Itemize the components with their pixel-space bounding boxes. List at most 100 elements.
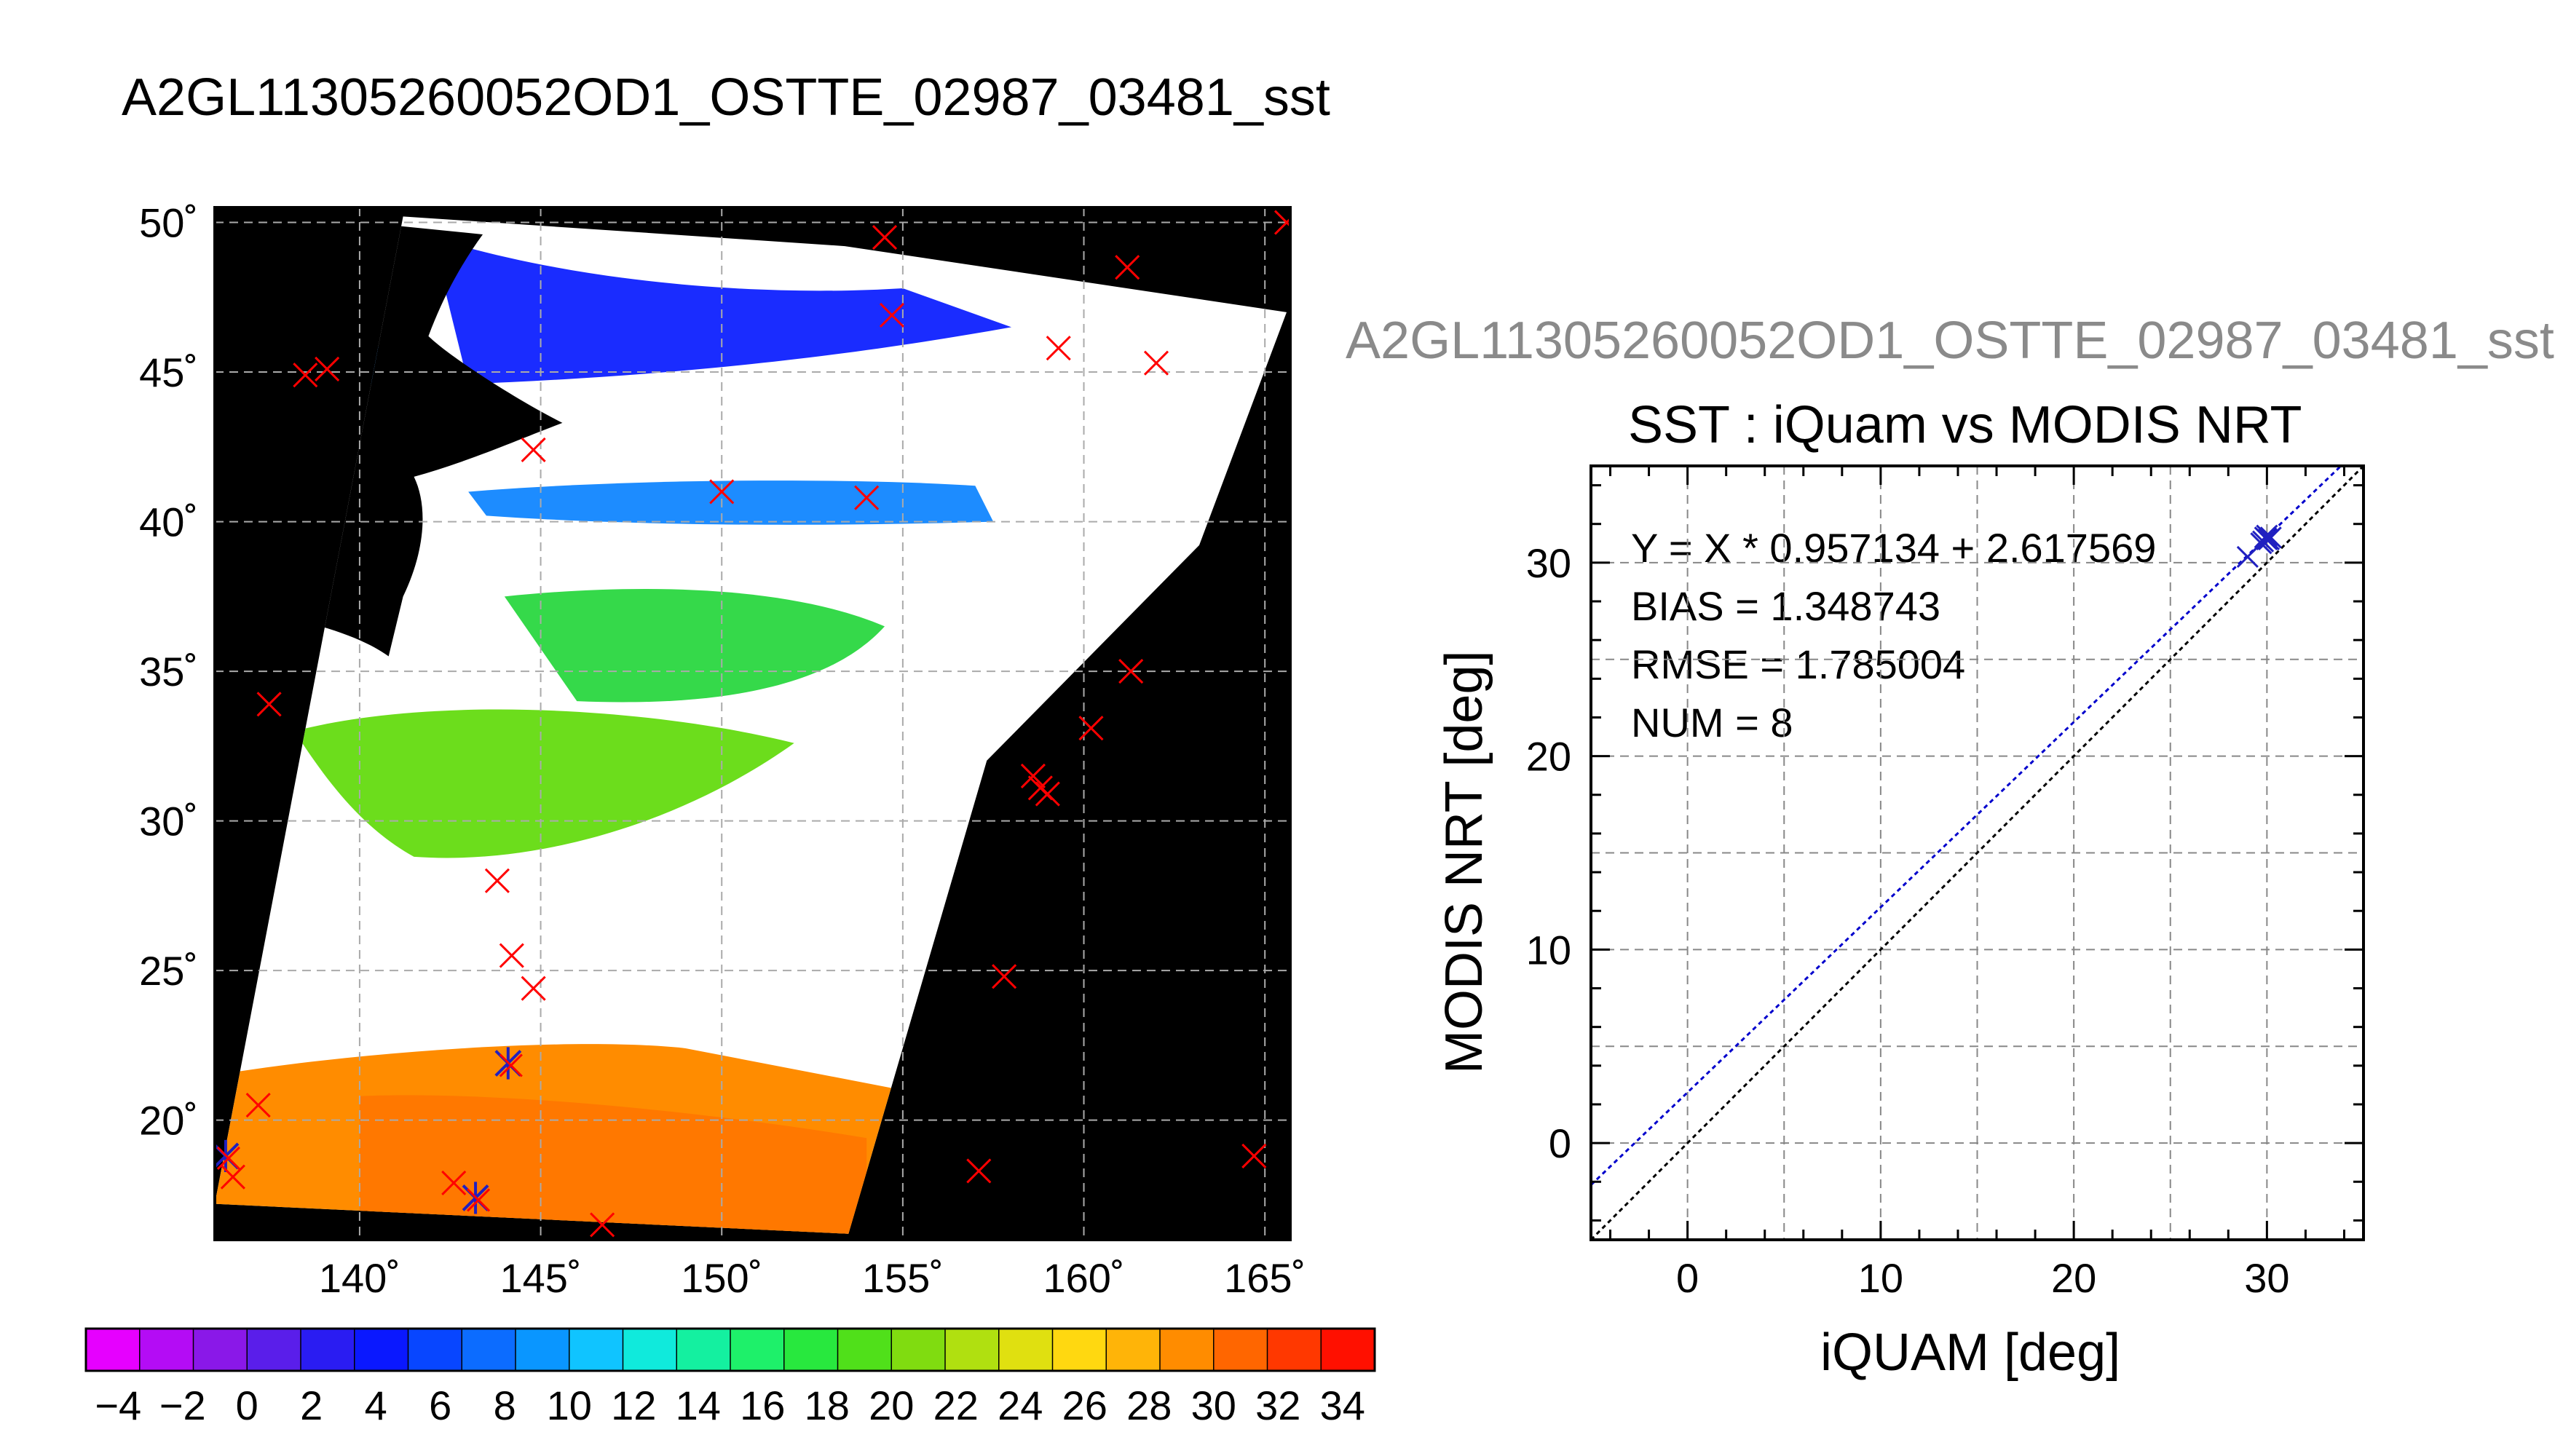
insitu-marker [1143,350,1169,376]
colorbar-tick-label: −2 [159,1382,206,1428]
colorbar-segment [516,1329,570,1371]
map-x-tick-label: 145˚ [500,1255,582,1301]
scatter-x-axis-label: iQUAM [deg] [1820,1324,2121,1382]
insitu-marker [521,976,546,1001]
colorbar-tick-label: 4 [365,1382,387,1428]
regression-equation-label: Y = X * 0.957134 + 2.617569 [1631,525,2157,571]
scatter-x-tick-label: 20 [2051,1255,2096,1301]
colorbar-segment [891,1329,946,1371]
colorbar-segment [1213,1329,1268,1371]
colorbar-segment [730,1329,785,1371]
colorbar-tick-label: 34 [1320,1382,1365,1428]
regression-line [1591,466,2343,1186]
scatter-subtitle: A2GL11305260052OD1_OSTTE_02987_03481_sst [1346,312,2554,370]
colorbar-tick-label: −4 [95,1382,141,1428]
colorbar-tick-label: 26 [1062,1382,1107,1428]
map-swath [215,216,1287,1234]
bias-label: BIAS = 1.348743 [1631,583,1941,629]
colorbar-segment [139,1329,194,1371]
insitu-marker [1118,659,1144,684]
colorbar-segment [945,1329,1000,1371]
colorbar-segment [408,1329,462,1371]
colorbar-segment [462,1329,516,1371]
colorbar-tick-label: 32 [1255,1382,1300,1428]
scatter-point [2259,526,2282,549]
colorbar-tick-label: 6 [429,1382,451,1428]
map-y-tick-label: 45˚ [139,349,198,395]
scatter-y-tick-label: 10 [1526,927,1571,973]
scatter-x-tick-label: 10 [1858,1255,1903,1301]
colorbar-tick-label: 18 [805,1382,850,1428]
insitu-marker [484,868,510,893]
colorbar-tick-label: 28 [1126,1382,1172,1428]
colorbar-tick-label: 8 [494,1382,516,1428]
colorbar-segment [1052,1329,1107,1371]
insitu-marker [1035,781,1060,807]
insitu-markers [215,210,1290,1238]
insitu-marker [256,692,282,717]
map-y-tick-label: 20˚ [139,1098,198,1144]
map-y-tick-label: 25˚ [139,948,198,994]
sst-patch-mid [504,588,885,703]
map-grid [215,207,1290,1240]
insitu-marker [220,1164,245,1190]
map-x-tick-label: 155˚ [862,1255,944,1301]
insitu-marker [1115,255,1140,280]
colorbar-segment [1321,1329,1375,1371]
map-x-tick-label: 140˚ [319,1255,400,1301]
colorbar-segment [193,1329,248,1371]
scatter-ticks [1591,466,2364,1240]
insitu-marker [854,485,880,510]
colorbar-segment [1160,1329,1215,1371]
colorbar-tick-label: 30 [1191,1382,1236,1428]
colorbar-tick-label: 0 [236,1382,258,1428]
colorbar-segment [86,1329,141,1371]
scatter-y-tick-label: 30 [1526,540,1571,586]
colorbar-segment [837,1329,892,1371]
colorbar-segment [354,1329,409,1371]
colorbar-segment [1106,1329,1161,1371]
colorbar-segment [623,1329,677,1371]
scatter-frame [1590,464,2365,1241]
map-y-tick-label: 40˚ [139,499,198,545]
reference-line [1591,466,2364,1240]
colorbar-tick-label: 22 [933,1382,979,1428]
scatter-y-tick-label: 0 [1549,1120,1571,1166]
scatter-title: SST : iQuam vs MODIS NRT [1628,396,2302,454]
colorbar-frame [84,1327,1376,1372]
insitu-marker [521,437,546,462]
insitu-marker [499,1053,523,1077]
colorbar-segment [1267,1329,1322,1371]
insitu-marker [709,479,735,505]
colorbar-segment [783,1329,839,1371]
colorbar-tick-label: 12 [611,1382,656,1428]
insitu-marker [1046,336,1071,361]
map-frame [213,206,1292,1241]
num-label: NUM = 8 [1631,700,1793,745]
map-x-tick-label: 150˚ [681,1255,762,1301]
colorbar-tick-label: 24 [998,1382,1043,1428]
map-title: A2GL11305260052OD1_OSTTE_02987_03481_sst [122,68,1330,127]
map-x-tick-label: 160˚ [1043,1255,1124,1301]
colorbar-tick-label: 16 [740,1382,785,1428]
colorbar-segment [301,1329,355,1371]
insitu-marker [1020,763,1046,788]
colorbar-segment [676,1329,731,1371]
scatter-y-tick-label: 20 [1526,734,1571,780]
insitu-marker [245,1092,271,1118]
insitu-marker [499,943,524,968]
insitu-marker [1273,210,1290,235]
scatter-x-tick-label: 0 [1676,1255,1699,1301]
colorbar-segment [998,1329,1054,1371]
insitu-marker [441,1170,467,1195]
colorbar-tick-label: 14 [676,1382,721,1428]
insitu-marker [992,964,1017,989]
map-y-tick-label: 30˚ [139,799,198,844]
scatter-x-tick-label: 30 [2244,1255,2289,1301]
map-x-tick-label: 165˚ [1224,1255,1306,1301]
colorbar-segment [247,1329,301,1371]
colorbar-tick-label: 20 [869,1382,914,1428]
insitu-marker [293,363,318,388]
insitu-marker [466,1188,491,1212]
